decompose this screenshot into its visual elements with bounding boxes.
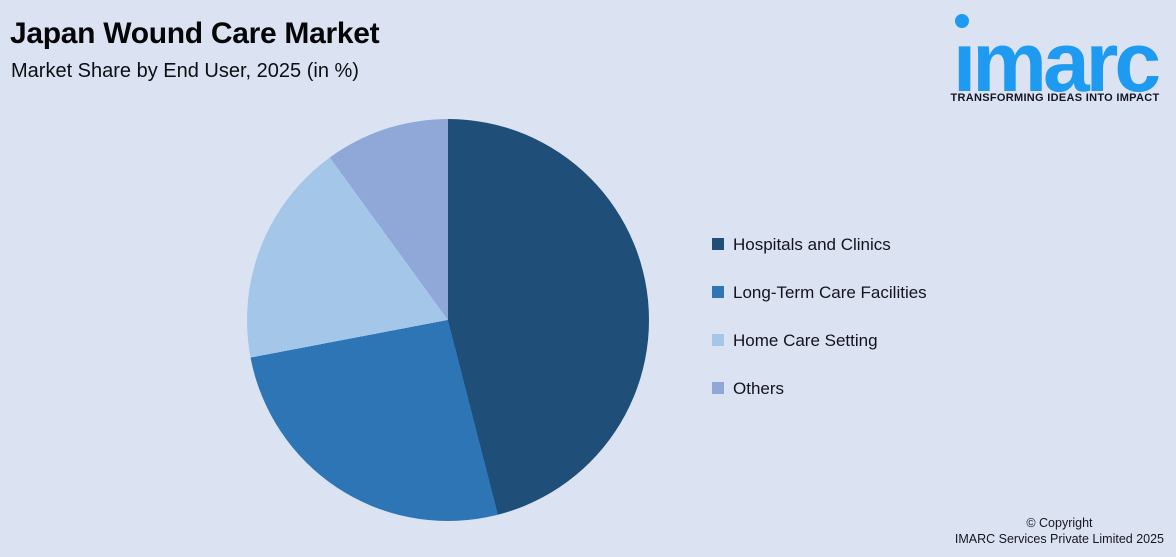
legend-swatch-icon [712, 334, 724, 346]
legend-label: Others [733, 378, 785, 398]
copyright-line1: © Copyright [1026, 516, 1093, 530]
legend-label: Long-Term Care Facilities [733, 282, 927, 302]
legend-item-long-term-care-facilities: Long-Term Care Facilities [712, 282, 927, 302]
page-subtitle: Market Share by End User, 2025 (in %) [11, 60, 359, 82]
legend-swatch-icon [712, 286, 724, 298]
page-title: Japan Wound Care Market [10, 17, 380, 50]
imarc-logo-dot-icon [955, 14, 969, 28]
pie-chart [247, 119, 649, 521]
legend-label: Home Care Setting [733, 330, 878, 350]
legend-item-others: Others [712, 378, 927, 398]
legend-swatch-icon [712, 382, 724, 394]
chart-legend: Hospitals and Clinics Long-Term Care Fac… [712, 236, 927, 428]
legend-label: Hospitals and Clinics [733, 234, 891, 254]
legend-item-hospitals-and-clinics: Hospitals and Clinics [712, 234, 927, 254]
imarc-logo: ımarc TRANSFORMING IDEAS INTO IMPACT [939, 6, 1171, 107]
imarc-wordmark: ımarc [952, 15, 1161, 109]
copyright-line2: IMARC Services Private Limited 2025 [954, 532, 1164, 546]
legend-swatch-icon [712, 238, 724, 250]
legend-item-home-care-setting: Home Care Setting [712, 330, 927, 350]
copyright-notice: © Copyright IMARC Services Private Limit… [955, 515, 1164, 547]
imarc-tagline: TRANSFORMING IDEAS INTO IMPACT [950, 92, 1160, 104]
